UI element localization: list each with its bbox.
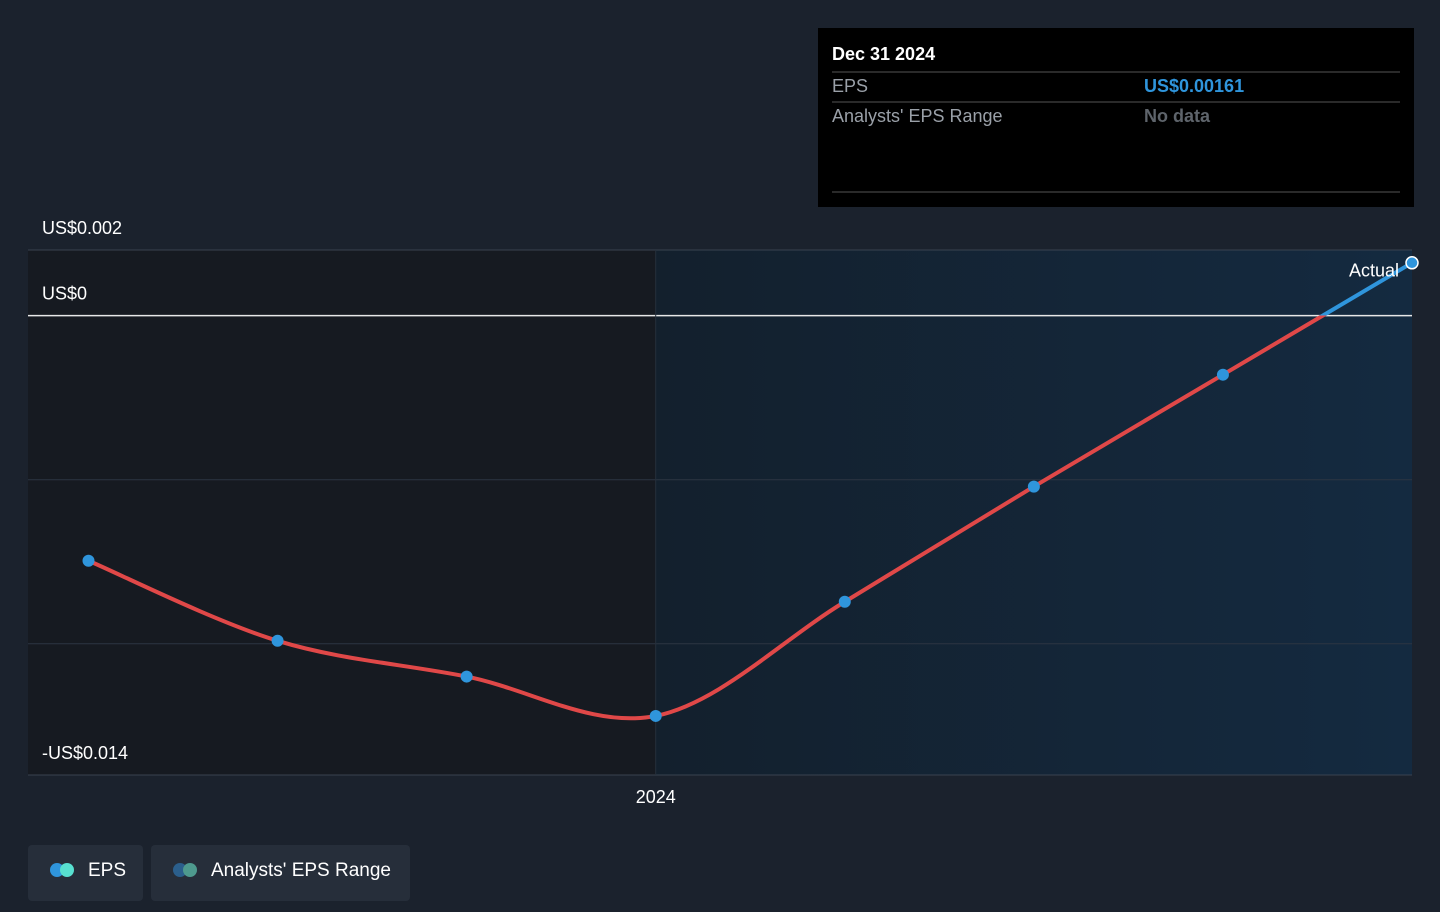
past-region [28, 250, 656, 775]
eps-point [82, 554, 95, 567]
y-tick-label: -US$0.014 [42, 743, 128, 763]
legend-label: EPS [88, 860, 126, 881]
eps-point [649, 709, 662, 722]
tooltip: Dec 31 2024 EPS US$0.00161 Analysts' EPS… [818, 28, 1414, 207]
tooltip-label: EPS [832, 76, 868, 96]
eps-point [1027, 480, 1040, 493]
eps-point [838, 595, 851, 608]
tooltip-title: Dec 31 2024 [832, 44, 935, 64]
eps-point [460, 670, 473, 683]
x-tick-label: 2024 [636, 787, 676, 807]
eps-point [271, 634, 284, 647]
eps-point [1216, 368, 1229, 381]
legend-swatch [183, 863, 197, 877]
eps-line [87, 261, 1414, 721]
legend-swatch [50, 863, 64, 877]
tooltip-box [818, 28, 1414, 207]
annotation: Actual [1349, 261, 1399, 281]
legend-label: Analysts' EPS Range [211, 860, 391, 881]
legend-item[interactable] [28, 845, 143, 901]
eps-point [1405, 256, 1419, 270]
legend: EPS Analysts' EPS Range [28, 845, 410, 901]
legend-item[interactable] [151, 845, 410, 901]
tooltip-label: Analysts' EPS Range [832, 106, 1003, 126]
y-tick-label: US$0 [42, 283, 87, 303]
y-tick-label: US$0.002 [42, 218, 122, 238]
legend-swatch [173, 863, 187, 877]
tooltip-value: No data [1144, 106, 1211, 126]
tooltip-value: US$0.00161 [1144, 76, 1244, 96]
legend-swatch [60, 863, 74, 877]
